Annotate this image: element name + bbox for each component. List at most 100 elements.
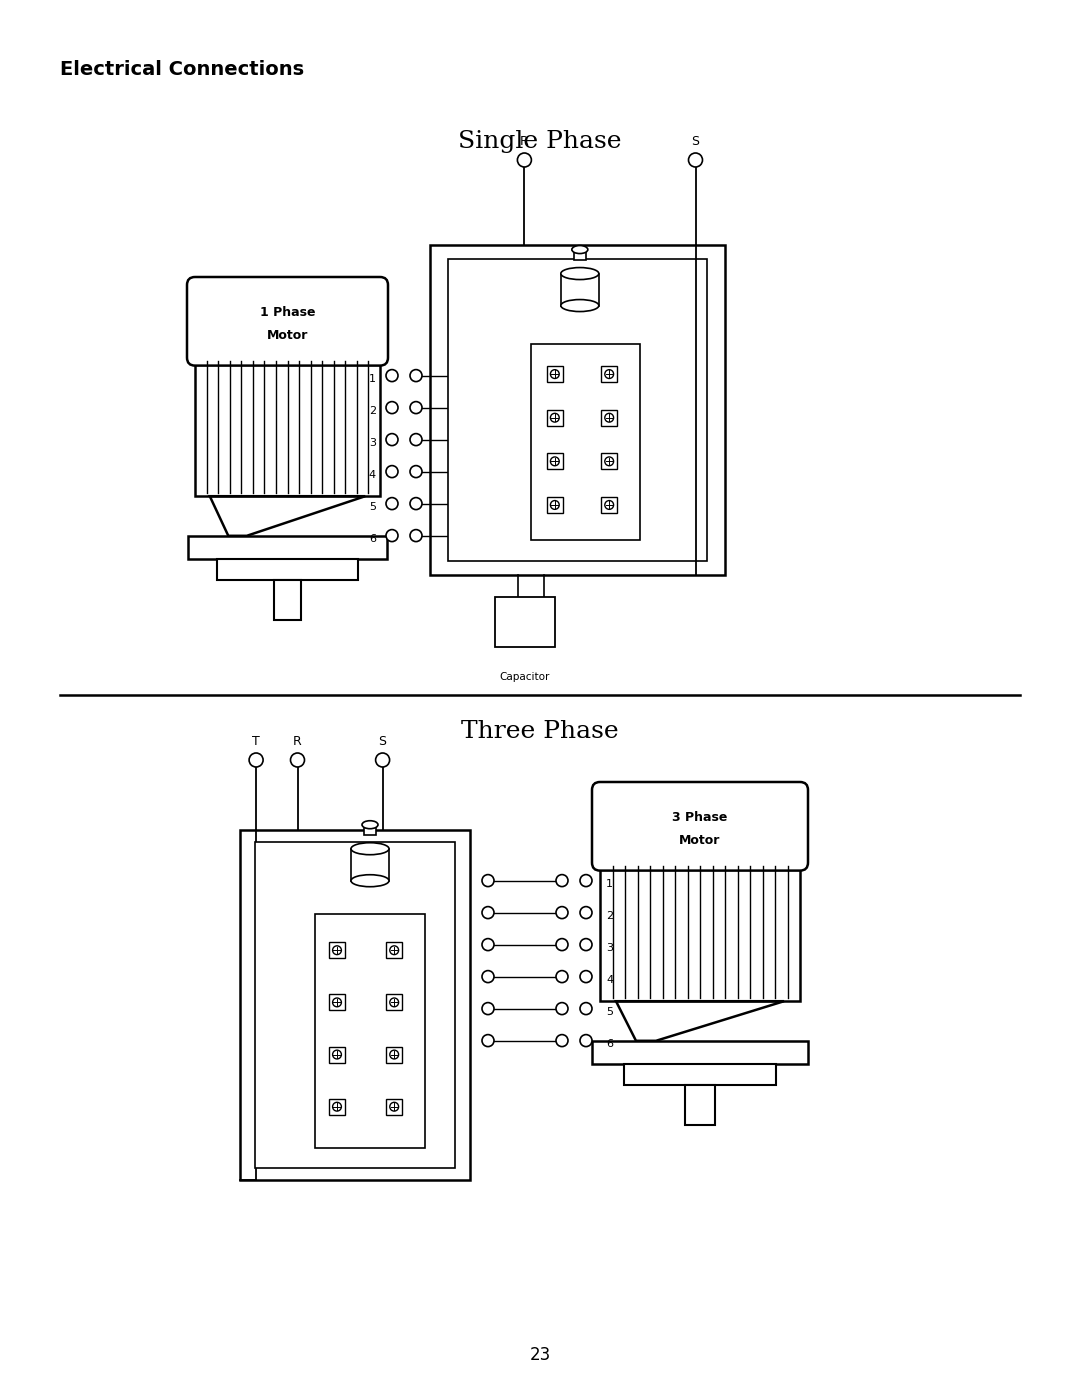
Bar [624,1065,777,1085]
Circle shape [410,401,422,414]
Circle shape [580,1003,592,1014]
Circle shape [551,370,559,379]
Circle shape [580,875,592,887]
Circle shape [386,465,399,478]
Circle shape [605,370,613,379]
Text: 5: 5 [369,502,376,511]
Text: Single Phase: Single Phase [458,130,622,154]
Circle shape [291,753,305,767]
Text: S: S [623,458,630,468]
Bar [573,250,585,260]
Text: 4: 4 [369,469,376,479]
Bar [329,942,345,958]
Circle shape [580,907,592,919]
Text: S: S [691,136,700,148]
Text: 5: 5 [535,415,541,425]
Circle shape [556,1035,568,1046]
Bar [546,454,563,469]
Text: Electrical Connections: Electrical Connections [60,60,305,80]
Bar [217,559,357,580]
Text: 5: 5 [606,1007,613,1017]
Bar [600,862,800,1002]
Text: R: R [293,735,302,747]
Bar [546,366,563,383]
Text: 1: 1 [606,879,613,888]
Circle shape [689,154,702,168]
Circle shape [556,907,568,919]
Text: 3: 3 [408,999,415,1010]
Text: 2: 2 [535,458,541,468]
Text: R: R [534,372,541,381]
Ellipse shape [351,875,389,887]
Bar [430,244,725,576]
Bar [546,409,563,426]
Bar [387,1098,402,1115]
Circle shape [390,1051,399,1059]
Circle shape [580,939,592,950]
Bar [387,995,402,1010]
Text: Motor: Motor [267,330,308,342]
Bar [685,1085,715,1125]
Text: T: T [253,735,260,747]
Bar [602,454,617,469]
Bar [561,274,598,306]
Text: 2: 2 [369,405,376,415]
Circle shape [517,154,531,168]
Bar [495,597,555,647]
Circle shape [386,433,399,446]
Circle shape [390,946,399,954]
Bar [448,258,707,562]
Bar [329,995,345,1010]
Text: 23: 23 [529,1345,551,1363]
Circle shape [551,457,559,465]
Circle shape [333,946,341,954]
Text: T: T [318,1104,323,1113]
Bar [195,358,380,496]
Circle shape [410,433,422,446]
Circle shape [551,414,559,422]
Text: 3: 3 [623,372,630,381]
Text: R: R [521,136,529,148]
Text: 2: 2 [606,911,613,921]
Bar [592,1041,808,1065]
Text: S: S [408,1052,415,1062]
Circle shape [249,753,264,767]
Circle shape [605,414,613,422]
Text: 3: 3 [369,437,376,447]
Bar [602,497,617,513]
Ellipse shape [561,299,598,312]
Text: 5: 5 [316,1052,323,1062]
Ellipse shape [362,820,378,828]
Bar [387,1046,402,1063]
Bar [602,366,617,383]
Bar [315,914,426,1148]
Bar [255,842,455,1168]
Circle shape [390,1102,399,1111]
Text: 1 Phase: 1 Phase [260,306,315,319]
Ellipse shape [571,246,588,254]
Ellipse shape [351,842,389,855]
Circle shape [482,1003,494,1014]
Bar [351,849,389,880]
Circle shape [333,1051,341,1059]
Text: R: R [316,947,323,957]
Bar [240,830,470,1180]
Text: 6: 6 [408,947,415,957]
Text: 4: 4 [606,975,613,985]
Circle shape [482,939,494,950]
Text: 6: 6 [606,1038,613,1049]
Text: 3: 3 [606,943,613,953]
Bar [546,497,563,513]
Circle shape [333,997,341,1007]
Circle shape [386,370,399,381]
Circle shape [386,401,399,414]
Bar [329,1098,345,1115]
Circle shape [482,875,494,887]
Circle shape [333,1102,341,1111]
Bar [387,942,402,958]
Text: 3 Phase: 3 Phase [673,812,728,824]
Text: S: S [379,735,387,747]
Circle shape [482,971,494,982]
Circle shape [605,457,613,465]
Circle shape [605,500,613,510]
